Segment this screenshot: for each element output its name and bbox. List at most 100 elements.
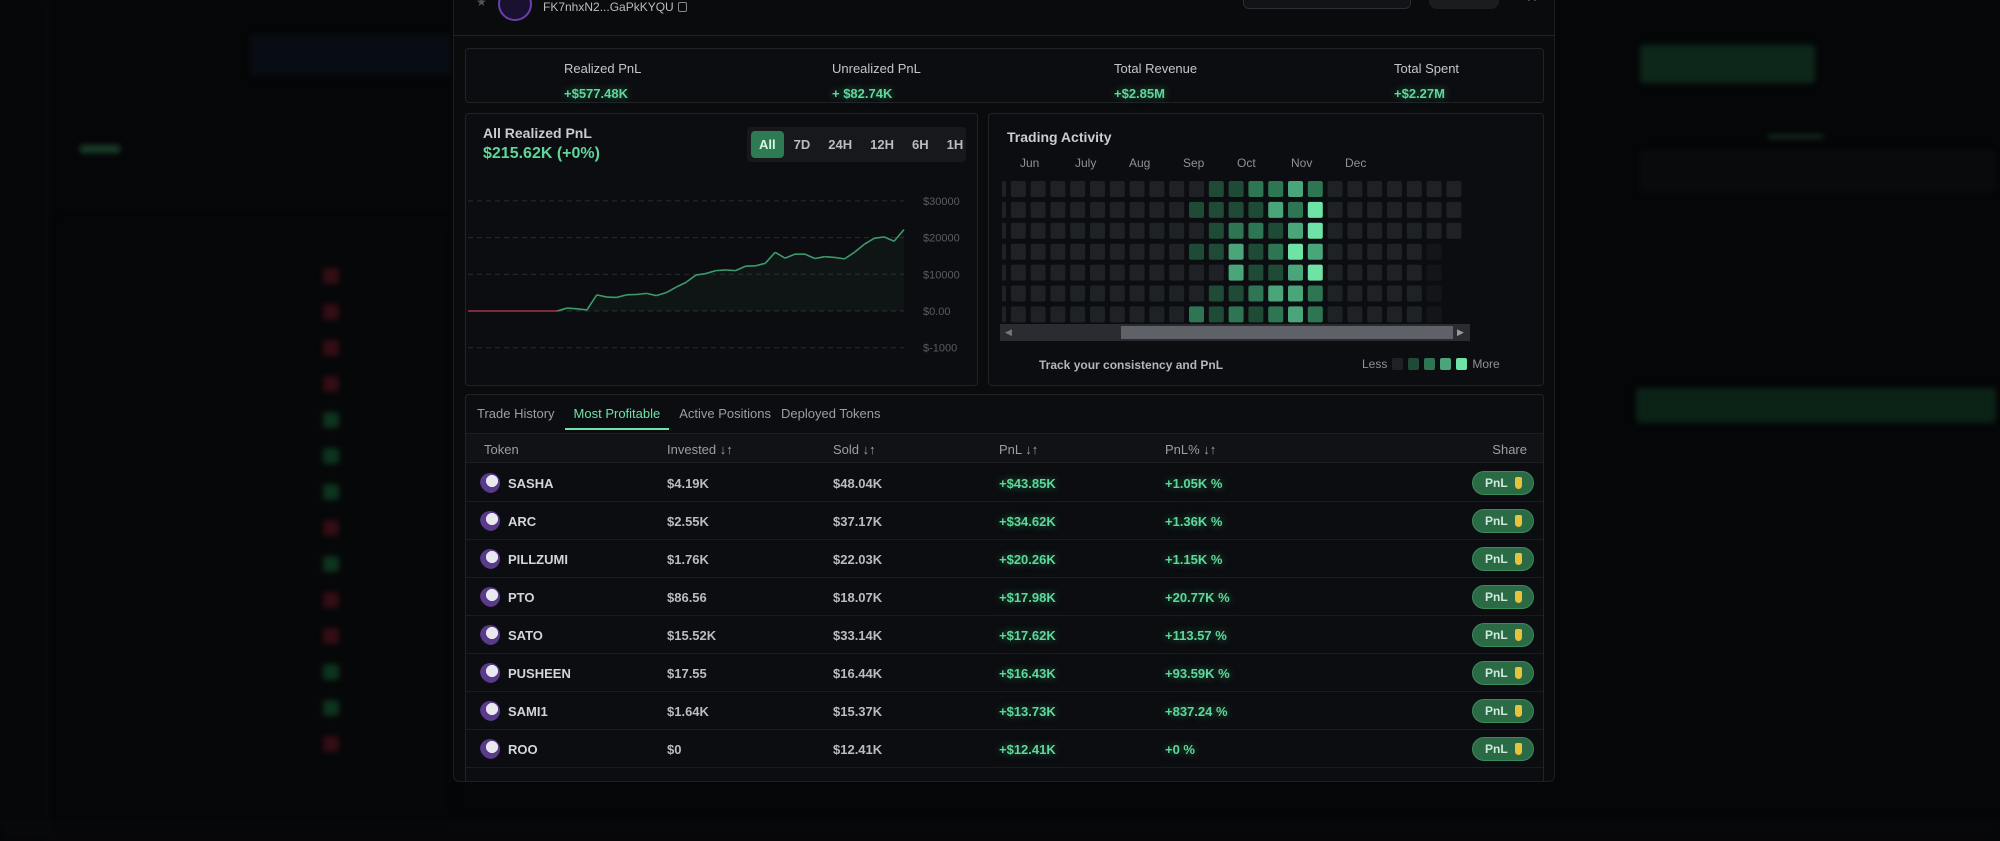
heatmap-cell[interactable] — [1030, 285, 1046, 302]
heatmap-cell[interactable] — [1228, 181, 1244, 197]
heatmap-cell[interactable] — [1090, 306, 1105, 323]
heatmap-cell[interactable] — [1189, 264, 1204, 281]
table-row[interactable]: PUSHEEN $17.55 $16.44K +$16.43K +93.59K … — [466, 654, 1543, 692]
heatmap-cell[interactable] — [1129, 181, 1145, 197]
heatmap-cell[interactable] — [1426, 181, 1442, 197]
heatmap-cell[interactable] — [1307, 243, 1323, 260]
heatmap-cell[interactable] — [1367, 181, 1383, 197]
heatmap-cell[interactable] — [1030, 264, 1046, 281]
heatmap-cell[interactable] — [1307, 264, 1323, 281]
period-7d[interactable]: 7D — [793, 137, 811, 152]
heatmap-cell[interactable] — [1169, 285, 1185, 302]
table-row[interactable]: ARC $2.55K $37.17K +$34.62K +1.36K % PnL — [466, 502, 1543, 540]
heatmap-cell[interactable] — [1149, 264, 1165, 281]
share-pnl-button[interactable]: PnL — [1472, 509, 1534, 533]
heatmap-cell[interactable] — [1406, 285, 1422, 302]
scrollbar-thumb[interactable] — [1121, 326, 1453, 339]
heatmap-cell[interactable] — [1426, 264, 1442, 281]
heatmap-cell[interactable] — [1387, 306, 1402, 323]
heatmap-cell[interactable] — [1129, 243, 1145, 260]
heatmap-scrollbar[interactable]: ◀ ▶ — [1000, 324, 1470, 341]
heatmap-cell[interactable] — [1446, 181, 1462, 197]
heatmap-cell[interactable] — [1228, 201, 1244, 218]
heatmap-cell[interactable] — [1030, 201, 1046, 218]
heatmap-cell[interactable] — [1228, 306, 1244, 323]
search-input[interactable] — [1243, 0, 1411, 9]
heatmap-cell[interactable] — [1208, 306, 1224, 323]
heatmap-cell[interactable] — [1002, 243, 1006, 260]
col-invested[interactable]: Invested ↓↑ — [667, 442, 733, 457]
heatmap-cell[interactable] — [1010, 285, 1026, 302]
heatmap-cell[interactable] — [1248, 243, 1264, 260]
heatmap-cell[interactable] — [1002, 264, 1006, 281]
heatmap-cell[interactable] — [1426, 306, 1442, 323]
heatmap-cell[interactable] — [1030, 306, 1046, 323]
heatmap-cell[interactable] — [1367, 306, 1383, 323]
token-name[interactable]: SAMI1 — [508, 704, 548, 719]
heatmap-cell[interactable] — [1169, 201, 1185, 218]
heatmap-cell[interactable] — [1327, 222, 1343, 239]
heatmap-cell[interactable] — [1367, 264, 1383, 281]
heatmap-cell[interactable] — [1070, 222, 1086, 239]
heatmap-cell[interactable] — [1010, 243, 1026, 260]
heatmap-cell[interactable] — [1090, 181, 1105, 197]
heatmap-cell[interactable] — [1208, 181, 1224, 197]
heatmap-cell[interactable] — [1426, 222, 1442, 239]
heatmap-cell[interactable] — [1149, 181, 1165, 197]
heatmap-cell[interactable] — [1288, 243, 1303, 260]
heatmap-cell[interactable] — [1288, 306, 1303, 323]
heatmap-cell[interactable] — [1109, 243, 1125, 260]
heatmap-cell[interactable] — [1208, 222, 1224, 239]
heatmap-cell[interactable] — [1149, 306, 1165, 323]
heatmap-cell[interactable] — [1050, 285, 1066, 302]
heatmap-cell[interactable] — [1268, 285, 1284, 302]
heatmap-cell[interactable] — [1030, 222, 1046, 239]
scroll-right-arrow[interactable]: ▶ — [1457, 327, 1464, 337]
heatmap-cell[interactable] — [1189, 201, 1204, 218]
heatmap-cell[interactable] — [1406, 306, 1422, 323]
heatmap-cell[interactable] — [1050, 222, 1066, 239]
heatmap-cell[interactable] — [1367, 285, 1383, 302]
heatmap-cell[interactable] — [1109, 222, 1125, 239]
col-sold[interactable]: Sold ↓↑ — [833, 442, 876, 457]
heatmap-cell[interactable] — [1347, 222, 1363, 239]
col-pnl[interactable]: PnL ↓↑ — [999, 442, 1039, 457]
heatmap-cell[interactable] — [1288, 285, 1303, 302]
tab-deployed-tokens[interactable]: Deployed Tokens — [781, 406, 881, 421]
heatmap-cell[interactable] — [1169, 181, 1185, 197]
table-row[interactable]: SASHA $4.19K $48.04K +$43.85K +1.05K % P… — [466, 464, 1543, 502]
period-all[interactable]: All — [751, 131, 784, 158]
heatmap-cell[interactable] — [1248, 306, 1264, 323]
heatmap-cell[interactable] — [1387, 285, 1402, 302]
star-icon[interactable]: ★ — [476, 0, 487, 9]
heatmap-cell[interactable] — [1129, 285, 1145, 302]
heatmap-cell[interactable] — [1228, 285, 1244, 302]
share-pnl-button[interactable]: PnL — [1472, 471, 1534, 495]
heatmap-cell[interactable] — [1050, 181, 1066, 197]
close-icon[interactable]: ✕ — [1526, 0, 1538, 6]
heatmap-cell[interactable] — [1248, 181, 1264, 197]
heatmap-cell[interactable] — [1208, 264, 1224, 281]
heatmap-cell[interactable] — [1228, 243, 1244, 260]
heatmap-cell[interactable] — [1248, 285, 1264, 302]
table-row[interactable]: PILLZUMI $1.76K $22.03K +$20.26K +1.15K … — [466, 540, 1543, 578]
token-name[interactable]: SATO — [508, 628, 543, 643]
heatmap-cell[interactable] — [1189, 285, 1204, 302]
heatmap-cell[interactable] — [1406, 201, 1422, 218]
heatmap-cell[interactable] — [1387, 181, 1402, 197]
heatmap-cell[interactable] — [1367, 222, 1383, 239]
heatmap-cell[interactable] — [1090, 285, 1105, 302]
heatmap-cell[interactable] — [1367, 243, 1383, 260]
heatmap-cell[interactable] — [1228, 264, 1244, 281]
heatmap-cell[interactable] — [1070, 264, 1086, 281]
heatmap-cell[interactable] — [1347, 181, 1363, 197]
heatmap-cell[interactable] — [1347, 285, 1363, 302]
heatmap-cell[interactable] — [1307, 201, 1323, 218]
heatmap-cell[interactable] — [1109, 285, 1125, 302]
heatmap-cell[interactable] — [1268, 243, 1284, 260]
heatmap-cell[interactable] — [1347, 201, 1363, 218]
heatmap-cell[interactable] — [1070, 243, 1086, 260]
heatmap-cell[interactable] — [1288, 201, 1303, 218]
heatmap-cell[interactable] — [1090, 201, 1105, 218]
heatmap-cell[interactable] — [1406, 181, 1422, 197]
